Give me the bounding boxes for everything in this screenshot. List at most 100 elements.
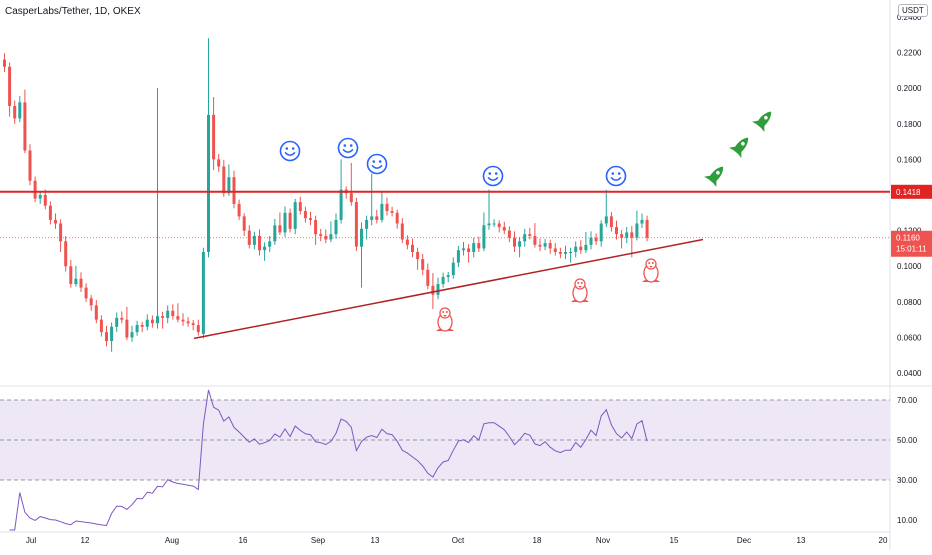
smiley-eye — [494, 172, 498, 175]
candle-body — [64, 241, 68, 267]
price-tick-label: 0.2000 — [897, 84, 922, 93]
candle-body — [507, 230, 511, 238]
rocket-body — [756, 111, 772, 129]
smiley-icon — [337, 137, 359, 159]
candle-body — [640, 219, 644, 224]
penguin-head — [645, 258, 657, 270]
candle-body — [365, 219, 369, 229]
candle-body — [558, 251, 562, 254]
candle-body — [105, 332, 108, 342]
last-price-label: 0.1160 — [896, 234, 920, 243]
smiley-mouth — [610, 177, 622, 181]
candle-body — [609, 216, 613, 228]
smiley-eye — [378, 160, 382, 163]
time-tick-label: Dec — [737, 536, 751, 545]
candle-body — [135, 325, 139, 333]
rocket-icon — [752, 111, 772, 133]
smiley-face — [482, 165, 504, 187]
candle-body — [548, 243, 552, 249]
price-tick-label: 0.1800 — [897, 120, 922, 129]
candle-body — [635, 223, 639, 238]
time-tick-label: Nov — [596, 536, 610, 545]
smiley-face — [337, 137, 359, 159]
candle-body — [161, 316, 165, 318]
candle-body — [411, 244, 414, 252]
penguin-beak — [443, 315, 447, 317]
candle-body — [69, 266, 73, 285]
candle-body — [599, 223, 603, 242]
candle-body — [232, 177, 236, 204]
time-tick-label: Jul — [26, 536, 36, 545]
candle-body — [237, 203, 241, 217]
candle-body — [166, 310, 170, 318]
candle-body — [145, 319, 149, 327]
smiley-face — [279, 140, 301, 162]
candle-body — [538, 244, 542, 247]
penguin-eye — [445, 311, 448, 313]
candle-body — [3, 59, 6, 67]
candle-body — [579, 246, 583, 251]
candle-body — [293, 202, 297, 229]
resistance-price-tag — [891, 184, 932, 199]
penguin-icon — [642, 258, 660, 283]
candle-body — [303, 211, 307, 219]
candle-body — [528, 234, 532, 236]
candle-body — [436, 284, 440, 295]
candle-body — [288, 212, 292, 229]
candle-body — [451, 262, 455, 276]
candle-body — [258, 235, 261, 251]
candle-body — [574, 246, 578, 252]
time-tick-label: Sep — [311, 536, 326, 545]
candle-body — [54, 219, 57, 224]
rsi-line — [9, 389, 648, 531]
candle-body — [156, 316, 159, 324]
candle-body — [441, 276, 445, 285]
smiley-eye — [372, 160, 376, 163]
candle-body — [482, 225, 486, 249]
candle-body — [446, 275, 450, 277]
currency-button[interactable]: USDT — [898, 4, 928, 17]
candle-body — [217, 159, 221, 167]
candle-body — [569, 251, 573, 253]
candle-body — [604, 216, 608, 224]
candle-body — [171, 310, 175, 317]
time-tick-label: 20 — [879, 536, 888, 545]
candle-body — [395, 212, 399, 224]
candle-body — [222, 166, 226, 194]
candle-body — [140, 325, 144, 327]
smiley-mouth — [284, 152, 296, 156]
candle-body — [8, 66, 12, 106]
time-tick-label: 18 — [533, 536, 542, 545]
penguin-beak — [578, 286, 582, 288]
candle-body — [477, 243, 481, 249]
penguin-foot — [642, 280, 650, 282]
candle-body — [431, 285, 435, 295]
rocket-icon — [704, 166, 724, 188]
candle-body — [400, 223, 404, 240]
candle-body — [181, 319, 185, 322]
candle-body — [354, 202, 358, 247]
price-tick-label: 0.1000 — [897, 262, 922, 271]
penguin-eye — [580, 282, 583, 284]
penguin-eye — [577, 282, 580, 284]
time-tick-label: 13 — [797, 536, 806, 545]
candle-body — [334, 219, 338, 235]
candle-body — [79, 278, 83, 288]
penguin-eye — [648, 262, 651, 264]
candle-body — [390, 211, 394, 213]
smiley-eye — [343, 144, 347, 147]
candle-body — [23, 102, 27, 151]
candle-body — [176, 316, 180, 320]
penguin-icon — [571, 278, 589, 303]
candle-body — [456, 250, 460, 263]
candle-body — [589, 237, 593, 245]
candle-body — [513, 237, 516, 247]
candle-body — [370, 216, 374, 220]
candle-body — [298, 202, 302, 212]
rsi-tick-label: 30.00 — [897, 476, 918, 485]
penguin-foot — [436, 329, 444, 331]
candle-body — [533, 235, 537, 245]
candle-body — [630, 232, 634, 238]
candle-body — [416, 251, 420, 260]
penguin-foot — [652, 280, 660, 282]
